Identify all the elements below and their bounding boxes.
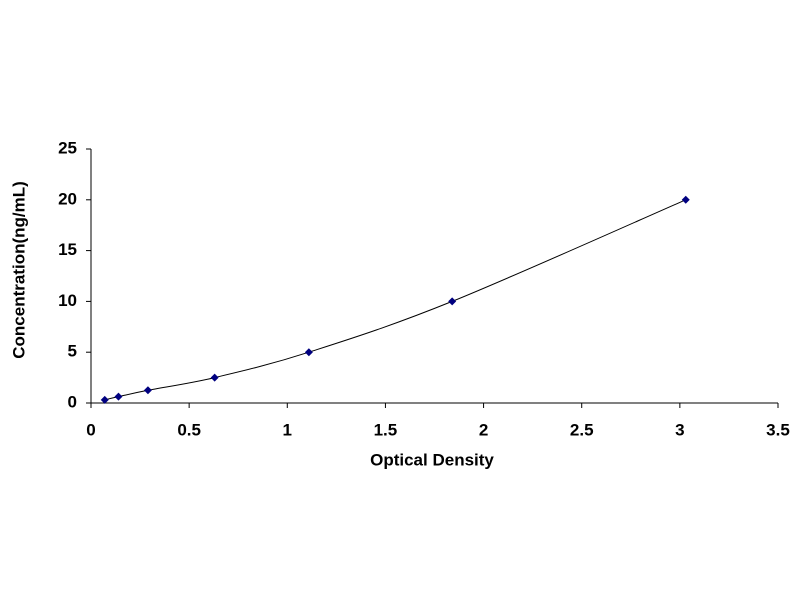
x-tick-label: 2 (479, 420, 488, 439)
x-tick-label: 1 (283, 420, 292, 439)
data-point (114, 392, 123, 401)
x-axis-label: Optical Density (370, 450, 494, 469)
y-tick-label: 10 (58, 291, 77, 310)
y-tick-label: 25 (58, 138, 77, 157)
y-axis-label: Concentration(ng/mL) (9, 181, 28, 359)
data-point (210, 373, 219, 382)
fit-curve (104, 199, 686, 401)
x-tick-label: 2.5 (570, 420, 594, 439)
data-point (448, 297, 457, 306)
y-tick-label: 20 (58, 189, 77, 208)
data-point (681, 195, 690, 204)
data-point (304, 348, 313, 357)
data-point (143, 386, 152, 395)
y-tick-label: 0 (68, 392, 77, 411)
x-tick-label: 3 (675, 420, 684, 439)
data-point (100, 395, 109, 404)
x-tick-label: 3.5 (766, 420, 790, 439)
y-tick-label: 15 (58, 240, 77, 259)
x-tick-label: 0 (86, 420, 95, 439)
x-tick-label: 0.5 (177, 420, 201, 439)
y-tick-label: 5 (68, 342, 77, 361)
x-tick-label: 1.5 (374, 420, 398, 439)
